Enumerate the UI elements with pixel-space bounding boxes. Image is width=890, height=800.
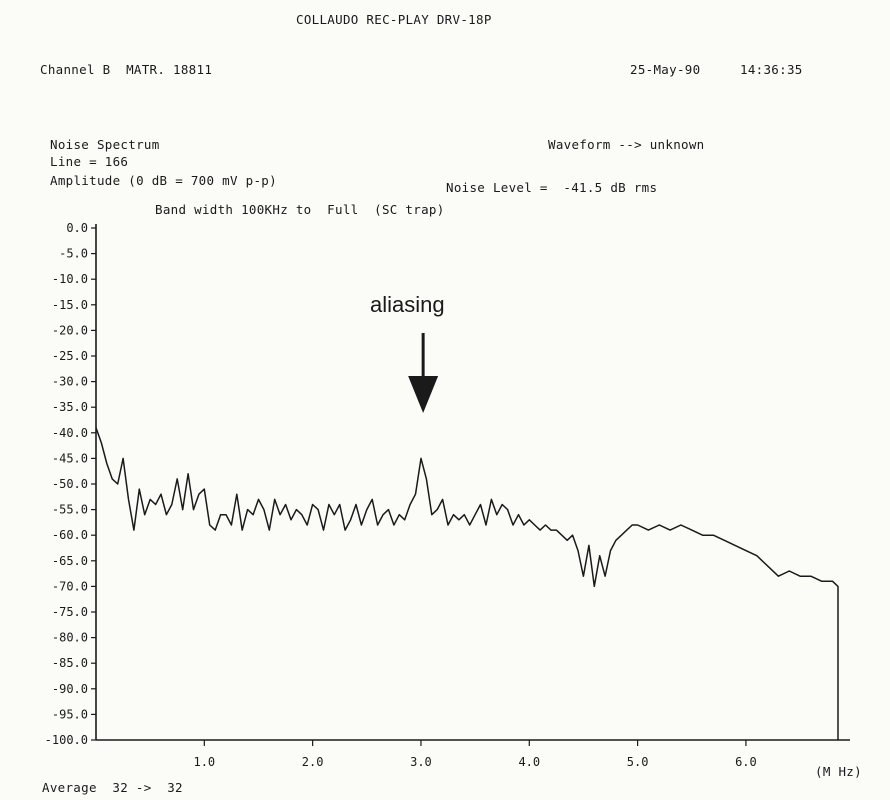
- measurement-name: Noise Spectrum: [50, 137, 160, 152]
- aliasing-arrow-head: [408, 376, 439, 413]
- x-tick-label-2: 3.0: [410, 755, 432, 769]
- y-tick-label-15: -75.0: [52, 605, 88, 619]
- x-tick-label-4: 5.0: [627, 755, 649, 769]
- noise-spectrum-trace: [95, 427, 839, 740]
- aliasing-annotation: aliasing: [370, 292, 445, 317]
- waveform-label: Waveform --> unknown: [548, 137, 705, 152]
- x-tick-label-1: 2.0: [302, 755, 324, 769]
- y-tick-label-7: -35.0: [52, 400, 88, 414]
- y-tick-label-1: -5.0: [59, 247, 88, 261]
- x-axis-unit: (M Hz): [815, 764, 862, 779]
- y-tick-label-0: 0.0: [66, 221, 88, 235]
- y-tick-label-9: -45.0: [52, 451, 88, 465]
- y-tick-label-6: -30.0: [52, 375, 88, 389]
- y-tick-label-3: -15.0: [52, 298, 88, 312]
- x-tick-label-3: 4.0: [518, 755, 540, 769]
- y-tick-label-11: -55.0: [52, 503, 88, 517]
- y-tick-label-8: -40.0: [52, 426, 88, 440]
- y-tick-label-5: -25.0: [52, 349, 88, 363]
- x-tick-label-0: 1.0: [193, 755, 215, 769]
- y-tick-label-14: -70.0: [52, 579, 88, 593]
- y-tick-label-19: -95.0: [52, 707, 88, 721]
- channel-label: Channel B MATR. 18811: [40, 62, 213, 77]
- x-tick-label-5: 6.0: [735, 755, 757, 769]
- y-tick-label-4: -20.0: [52, 323, 88, 337]
- y-tick-label-18: -90.0: [52, 682, 88, 696]
- date-label: 25-May-90: [630, 62, 701, 77]
- noise-level: Noise Level = -41.5 dB rms: [446, 180, 658, 195]
- y-tick-label-13: -65.0: [52, 554, 88, 568]
- y-tick-label-12: -60.0: [52, 528, 88, 542]
- average-label: Average 32 -> 32: [42, 780, 183, 795]
- y-tick-label-2: -10.0: [52, 272, 88, 286]
- y-tick-label-20: -100.0: [45, 733, 88, 747]
- bandwidth-label: Band width 100KHz to Full (SC trap): [155, 202, 445, 217]
- report-title: COLLAUDO REC-PLAY DRV-18P: [296, 12, 492, 27]
- y-tick-label-17: -85.0: [52, 656, 88, 670]
- y-tick-label-10: -50.0: [52, 477, 88, 491]
- amplitude-reference: Amplitude (0 dB = 700 mV p-p): [50, 173, 277, 188]
- line-number: Line = 166: [50, 154, 129, 169]
- time-label: 14:36:35: [740, 62, 803, 77]
- y-tick-label-16: -80.0: [52, 631, 88, 645]
